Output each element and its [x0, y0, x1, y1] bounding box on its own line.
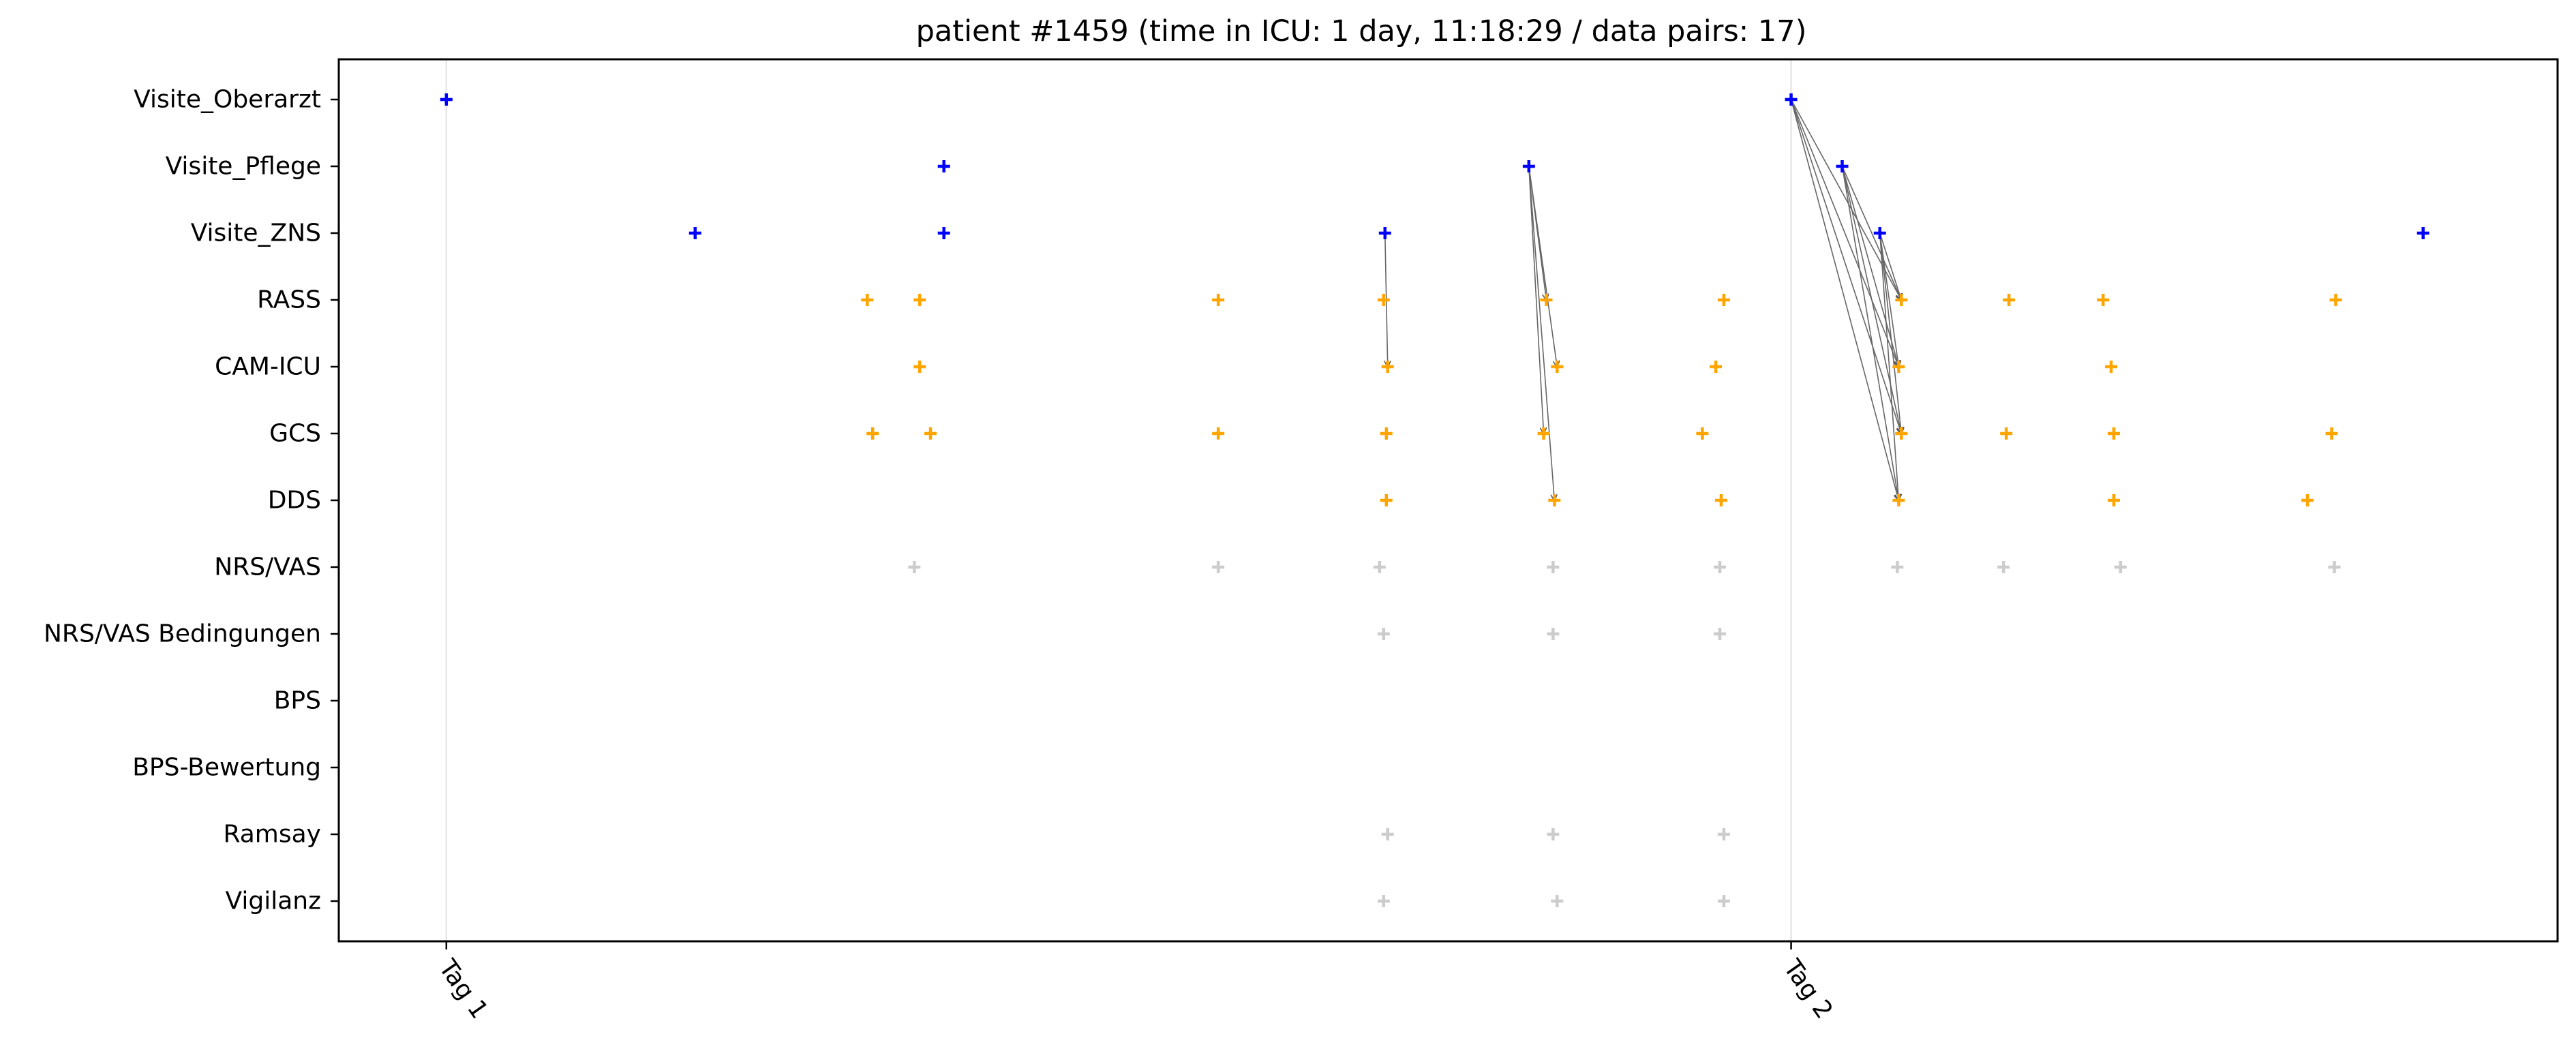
chart-title: patient #1459 (time in ICU: 1 day, 11:18… [916, 14, 1807, 48]
link-arrow [1879, 232, 1902, 434]
y-tick-label: NRS/VAS [214, 553, 321, 581]
data-point [1212, 427, 1225, 440]
data-point [1717, 294, 1730, 306]
data-point [1378, 227, 1391, 239]
y-tick-label: Vigilanz [226, 887, 321, 915]
data-point [1537, 427, 1550, 440]
x-gridlines [445, 59, 1792, 941]
data-point [1713, 628, 1726, 640]
data-point [1836, 160, 1849, 172]
y-tick-label: NRS/VAS Bedingungen [44, 620, 321, 648]
data-point [913, 294, 926, 306]
y-tick-label: GCS [269, 420, 321, 448]
data-point [1714, 494, 1727, 506]
data-point [1713, 561, 1726, 573]
data-point [1212, 294, 1225, 306]
data-point [2097, 294, 2110, 306]
link-arrow [1879, 232, 1899, 367]
data-point [1373, 561, 1386, 573]
data-point [2329, 294, 2342, 306]
link-arrow [1841, 166, 1899, 500]
data-point [1873, 227, 1886, 239]
data-point [1717, 828, 1730, 840]
data-point [1895, 294, 1908, 306]
data-point [1895, 427, 1908, 440]
y-tick-label: Visite_ZNS [191, 219, 321, 247]
link-arrow [1841, 166, 1902, 434]
data-point [2105, 361, 2118, 373]
data-point [1547, 561, 1560, 573]
link-arrow [1790, 99, 1902, 434]
link-arrow [1790, 99, 1899, 500]
data-point [1892, 494, 1905, 506]
data-point [1717, 895, 1730, 907]
y-tick-label: Visite_Oberarzt [134, 86, 321, 114]
data-point [1380, 494, 1393, 506]
y-tick-label: CAM-ICU [215, 353, 321, 381]
link-arrow [1528, 166, 1544, 434]
data-point [2301, 494, 2314, 506]
data-point [1377, 294, 1390, 306]
y-axis: Visite_Oberarzt Visite_Pflege Visite_ZNS RA… [44, 86, 339, 915]
link-arrow [1528, 166, 1554, 500]
data-point [1212, 561, 1225, 573]
data-point [2328, 561, 2341, 573]
link-arrow [1879, 232, 1899, 500]
data-point [861, 294, 874, 306]
data-point [937, 160, 950, 172]
y-tick-label: Visite_Pflege [166, 153, 321, 181]
y-tick-label: BPS-Bewertung [132, 754, 321, 782]
data-point [1377, 628, 1390, 640]
data-point [937, 227, 950, 239]
link-arrow [1879, 232, 1902, 300]
y-tick-label: BPS [274, 687, 321, 715]
data-point [1522, 160, 1535, 172]
y-tick-label: DDS [268, 487, 321, 515]
link-arrow [1528, 166, 1557, 367]
data-point [1710, 361, 1723, 373]
data-point [1997, 561, 2010, 573]
data-point [1785, 93, 1798, 106]
data-point [1381, 828, 1394, 840]
data-point [2108, 427, 2120, 440]
data-point [2003, 294, 2016, 306]
data-point [688, 227, 701, 239]
link-arrow [1841, 166, 1902, 300]
link-arrow [1790, 99, 1899, 367]
data-point [1551, 895, 1564, 907]
data-point [1380, 427, 1393, 440]
data-point [1892, 361, 1905, 373]
data-point [908, 561, 921, 573]
data-point [1377, 895, 1390, 907]
y-tick-label: RASS [257, 286, 321, 314]
data-point [1696, 427, 1709, 440]
link-arrow [1841, 166, 1899, 367]
point-layer [440, 93, 2429, 907]
y-tick-label: Ramsay [224, 821, 321, 849]
data-point [440, 93, 453, 106]
arrow-layer [1385, 99, 1902, 500]
data-point [1547, 628, 1560, 640]
data-point [913, 361, 926, 373]
data-point [1540, 294, 1553, 306]
data-point [2325, 427, 2338, 440]
data-point [2108, 494, 2120, 506]
data-point [2114, 561, 2127, 573]
data-point [1547, 828, 1560, 840]
data-point [866, 427, 879, 440]
data-point [1551, 361, 1564, 373]
data-point [1548, 494, 1561, 506]
data-point [2416, 227, 2429, 239]
data-point [1891, 561, 1904, 573]
data-point [2000, 427, 2013, 440]
data-point [924, 427, 937, 440]
data-point [1381, 361, 1394, 373]
